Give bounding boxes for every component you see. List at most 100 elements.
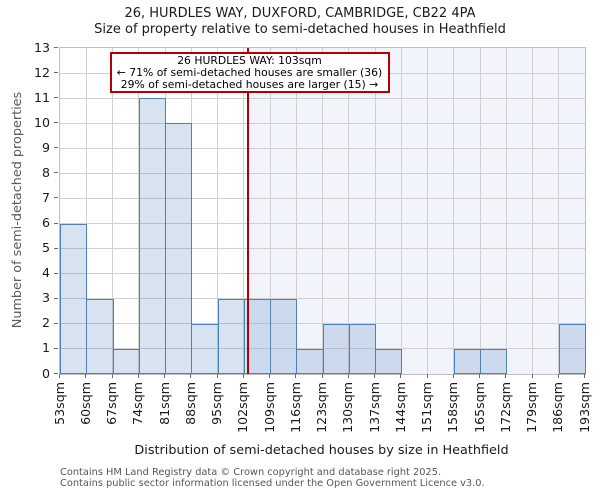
- x-tick-mark: [531, 374, 533, 378]
- y-tick-mark: [54, 72, 58, 74]
- bar: [138, 98, 166, 374]
- x-tick-mark: [400, 374, 402, 378]
- y-tick-label: 0: [41, 365, 50, 381]
- x-tick-mark: [242, 374, 244, 378]
- y-tick-label: 8: [41, 164, 50, 180]
- x-tick-mark: [557, 374, 559, 378]
- y-tick-mark: [54, 373, 58, 374]
- x-tick-label: 109sqm: [261, 382, 277, 433]
- x-tick-label: 137sqm: [366, 382, 382, 433]
- annotation-line-3: 29% of semi-detached houses are larger (…: [120, 77, 379, 91]
- gridline-vertical: [348, 48, 350, 374]
- title-block: 26, HURDLES WAY, DUXFORD, CAMBRIDGE, CB2…: [0, 6, 600, 38]
- x-tick-mark: [347, 374, 349, 378]
- x-tick-label: 102sqm: [235, 382, 251, 433]
- x-tick-label: 172sqm: [497, 382, 513, 433]
- x-axis-label: Distribution of semi-detached houses by …: [134, 443, 509, 458]
- bar: [375, 348, 403, 374]
- bar: [348, 323, 376, 374]
- footer-line-2: Contains public sector information licen…: [60, 478, 485, 489]
- x-tick-label: 81sqm: [156, 382, 172, 425]
- y-tick-mark: [54, 247, 58, 249]
- x-tick-label: 186sqm: [550, 382, 566, 433]
- x-tick-label: 193sqm: [576, 382, 592, 433]
- x-tick-mark: [59, 374, 60, 378]
- gridline-vertical: [112, 48, 113, 374]
- gridline-vertical: [400, 48, 402, 374]
- x-tick-label: 116sqm: [287, 382, 303, 433]
- footer-line-1: Contains HM Land Registry data © Crown c…: [60, 467, 442, 478]
- y-tick-mark: [54, 147, 58, 149]
- x-tick-mark: [269, 374, 270, 378]
- y-tick-label: 13: [33, 39, 50, 55]
- x-tick-mark: [216, 374, 218, 378]
- x-tick-mark: [137, 374, 139, 378]
- bar: [60, 223, 88, 374]
- gridline-vertical: [295, 48, 297, 374]
- x-tick-mark: [426, 374, 428, 378]
- y-tick-label: 4: [41, 265, 50, 281]
- x-tick-mark: [295, 374, 297, 378]
- x-tick-mark: [505, 374, 507, 378]
- bar: [217, 298, 245, 374]
- annotation-box: 26 HURDLES WAY: 103sqm ← 71% of semi-det…: [109, 52, 390, 94]
- x-tick-mark: [190, 374, 192, 378]
- x-tick-mark: [164, 374, 165, 378]
- y-tick-label: 11: [33, 89, 50, 105]
- y-tick-mark: [54, 297, 58, 299]
- x-tick-label: 67sqm: [104, 382, 119, 425]
- gridline-vertical: [269, 48, 271, 374]
- x-tick-mark: [85, 374, 87, 378]
- x-tick-label: 144sqm: [392, 382, 408, 433]
- y-tick-label: 1: [41, 340, 50, 356]
- chart-title: 26, HURDLES WAY, DUXFORD, CAMBRIDGE, CB2…: [124, 6, 476, 21]
- y-tick-label: 12: [33, 64, 50, 80]
- gridline-vertical: [505, 48, 507, 374]
- gridline-vertical: [85, 48, 87, 374]
- y-tick-mark: [54, 222, 58, 224]
- x-tick-label: 130sqm: [340, 382, 356, 433]
- bar: [191, 323, 219, 374]
- bar: [86, 298, 114, 374]
- x-tick-label: 165sqm: [471, 382, 487, 433]
- gridline-vertical: [322, 48, 323, 374]
- plot-area: 26 HURDLES WAY: 103sqm ← 71% of semi-det…: [59, 47, 586, 375]
- x-tick-label: 74sqm: [130, 382, 146, 425]
- y-tick-mark: [54, 97, 58, 99]
- x-tick-label: 151sqm: [419, 382, 434, 433]
- x-tick-label: 179sqm: [524, 382, 539, 433]
- annotation-line-1: 26 HURDLES WAY: 103sqm: [177, 54, 322, 67]
- y-tick-mark: [54, 272, 58, 274]
- shade-region-larger: [247, 48, 585, 374]
- gridline-vertical: [558, 48, 560, 374]
- y-tick-label: 3: [41, 290, 50, 306]
- y-tick-mark: [54, 322, 58, 324]
- x-tick-mark: [374, 374, 375, 378]
- y-tick-mark: [54, 347, 58, 349]
- x-tick-label: 88sqm: [182, 382, 198, 425]
- y-tick-label: 6: [41, 215, 50, 231]
- y-tick-mark: [54, 197, 58, 199]
- bar: [480, 348, 508, 374]
- gridline-vertical: [453, 48, 455, 374]
- y-tick-label: 5: [41, 240, 50, 256]
- gridline-vertical: [532, 48, 533, 374]
- x-tick-label: 158sqm: [445, 382, 461, 433]
- x-tick-mark: [321, 374, 323, 378]
- x-tick-label: 123sqm: [314, 382, 329, 433]
- bar: [270, 298, 298, 374]
- y-tick-label: 7: [41, 189, 50, 205]
- y-tick-mark: [54, 122, 58, 124]
- gridline-vertical: [479, 48, 481, 374]
- y-tick-label: 2: [41, 315, 50, 331]
- gridline-vertical: [427, 48, 428, 374]
- bar: [322, 323, 350, 374]
- y-tick-label: 10: [33, 114, 50, 130]
- annotation-line-2: ← 71% of semi-detached houses are smalle…: [116, 65, 383, 79]
- x-tick-mark: [584, 374, 585, 378]
- gridline-vertical: [374, 48, 376, 374]
- x-tick-mark: [111, 374, 113, 378]
- chart-subtitle: Size of property relative to semi-detach…: [94, 22, 506, 37]
- gridline-vertical: [217, 48, 218, 374]
